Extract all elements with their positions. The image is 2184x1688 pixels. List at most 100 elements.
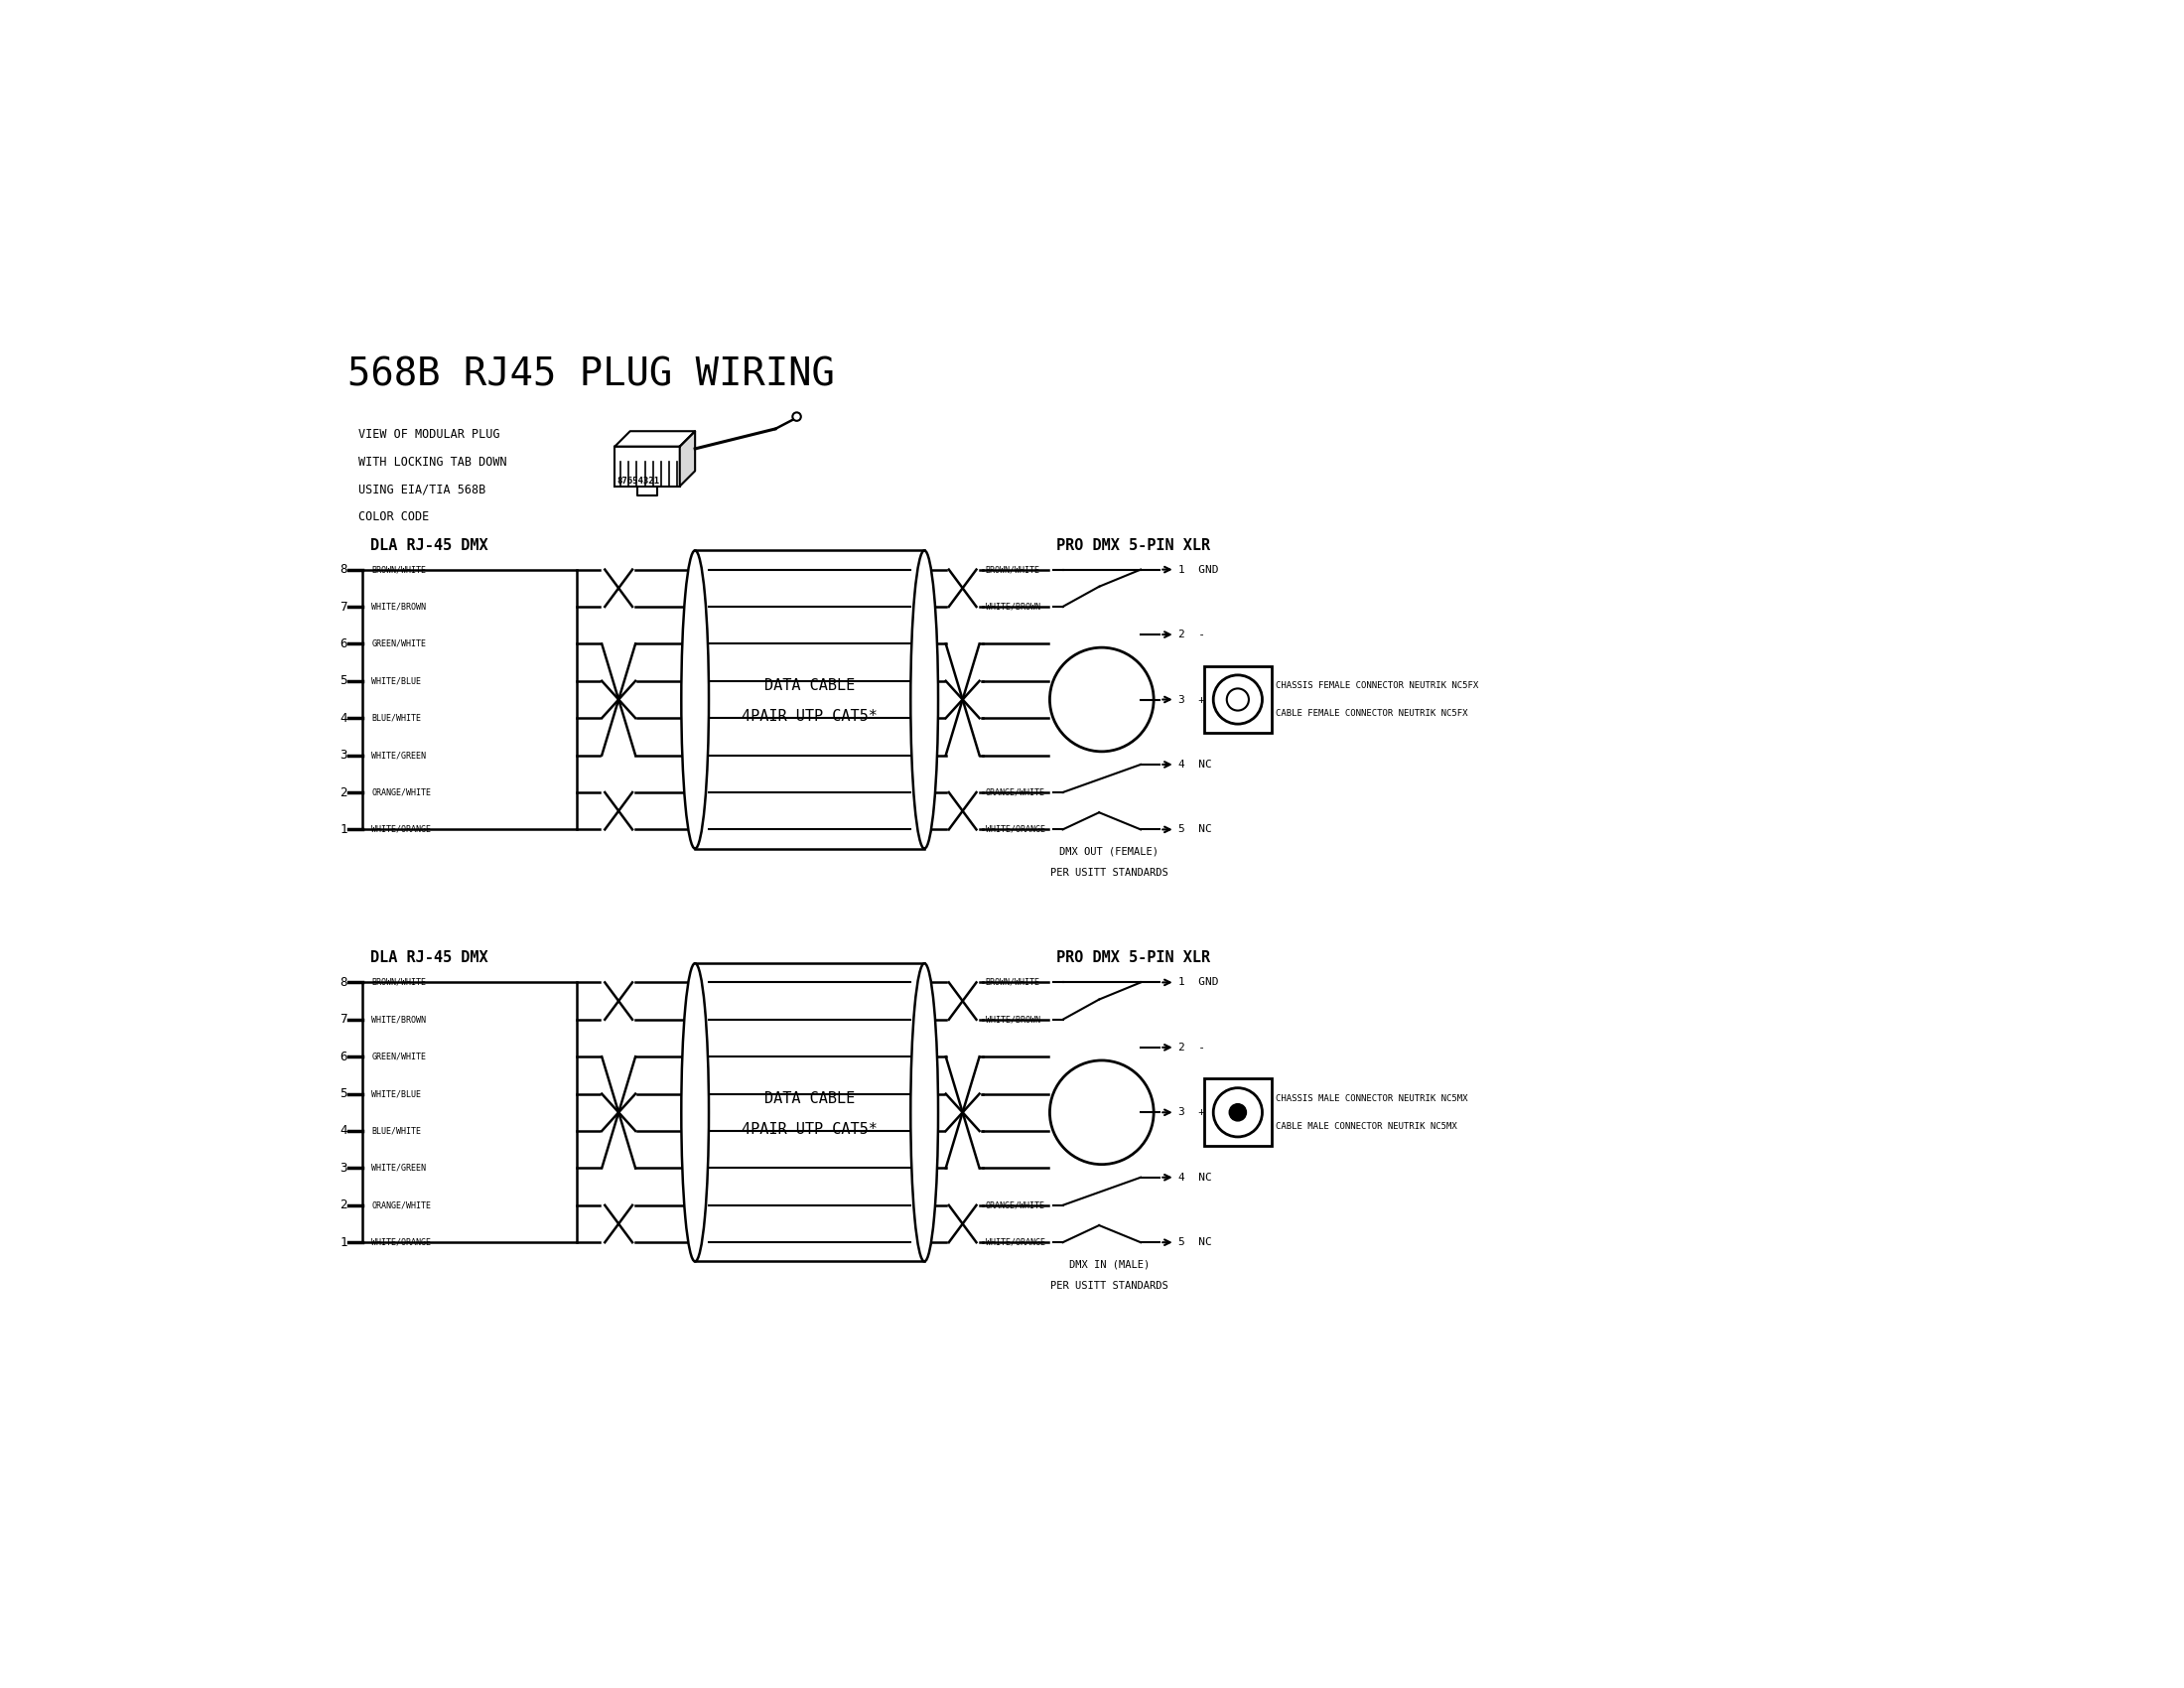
Text: WHITE/ORANGE: WHITE/ORANGE: [371, 825, 430, 834]
Text: CABLE FEMALE CONNECTOR NEUTRIK NC5FX: CABLE FEMALE CONNECTOR NEUTRIK NC5FX: [1275, 709, 1468, 717]
Text: 5  NC: 5 NC: [1177, 1237, 1212, 1247]
Circle shape: [1214, 1089, 1262, 1136]
Text: PER USITT STANDARDS: PER USITT STANDARDS: [1051, 868, 1168, 878]
Text: 1  GND: 1 GND: [1177, 977, 1219, 987]
Text: GREEN/WHITE: GREEN/WHITE: [371, 1052, 426, 1062]
Text: CHASSIS FEMALE CONNECTOR NEUTRIK NC5FX: CHASSIS FEMALE CONNECTOR NEUTRIK NC5FX: [1275, 682, 1479, 690]
Text: 6: 6: [341, 1050, 347, 1063]
Text: 1: 1: [341, 824, 347, 836]
Text: BLUE/WHITE: BLUE/WHITE: [371, 714, 422, 722]
Text: WHITE/BLUE: WHITE/BLUE: [371, 677, 422, 685]
Polygon shape: [948, 790, 976, 832]
Text: 87654321: 87654321: [618, 476, 660, 484]
Circle shape: [1214, 675, 1262, 724]
Text: 7: 7: [341, 601, 347, 613]
Text: USING EIA/TIA 568B: USING EIA/TIA 568B: [358, 483, 487, 496]
Text: WHITE/BROWN: WHITE/BROWN: [985, 603, 1040, 611]
Polygon shape: [605, 1202, 633, 1246]
Text: DMX IN (MALE): DMX IN (MALE): [1068, 1259, 1149, 1269]
Circle shape: [1051, 1060, 1153, 1165]
Text: ORANGE/WHITE: ORANGE/WHITE: [985, 1200, 1046, 1210]
Bar: [616, 446, 679, 486]
Text: BLUE/WHITE: BLUE/WHITE: [371, 1126, 422, 1136]
Text: 568B RJ45 PLUG WIRING: 568B RJ45 PLUG WIRING: [347, 356, 834, 393]
FancyBboxPatch shape: [1203, 1079, 1271, 1146]
Text: COLOR CODE: COLOR CODE: [358, 511, 430, 523]
Text: 2  -: 2 -: [1177, 1043, 1206, 1052]
Text: 5: 5: [341, 675, 347, 687]
Text: 2: 2: [341, 1198, 347, 1212]
Text: 1  GND: 1 GND: [1177, 564, 1219, 574]
Circle shape: [1230, 1104, 1247, 1121]
Text: WHITE/BROWN: WHITE/BROWN: [371, 603, 426, 611]
Ellipse shape: [681, 550, 710, 849]
Polygon shape: [948, 979, 976, 1023]
Circle shape: [1051, 648, 1153, 751]
Text: 3: 3: [341, 749, 347, 761]
Text: 4: 4: [341, 1124, 347, 1138]
Text: 2  -: 2 -: [1177, 630, 1206, 640]
Text: 8: 8: [341, 564, 347, 576]
Polygon shape: [603, 1060, 636, 1165]
Ellipse shape: [911, 550, 939, 849]
Text: 4  NC: 4 NC: [1177, 760, 1212, 770]
Text: PRO DMX 5-PIN XLR: PRO DMX 5-PIN XLR: [1055, 950, 1210, 966]
Text: 4  NC: 4 NC: [1177, 1173, 1212, 1182]
Text: CABLE MALE CONNECTOR NEUTRIK NC5MX: CABLE MALE CONNECTOR NEUTRIK NC5MX: [1275, 1123, 1457, 1131]
Text: ORANGE/WHITE: ORANGE/WHITE: [371, 788, 430, 797]
Text: ORANGE/WHITE: ORANGE/WHITE: [371, 1200, 430, 1210]
Text: 7: 7: [341, 1013, 347, 1026]
Text: 4PAIR UTP CAT5*: 4PAIR UTP CAT5*: [743, 1123, 878, 1136]
Text: DLA RJ-45 DMX: DLA RJ-45 DMX: [371, 950, 487, 966]
Text: DATA CABLE: DATA CABLE: [764, 679, 854, 694]
Text: BROWN/WHITE: BROWN/WHITE: [371, 977, 426, 987]
Text: 3: 3: [341, 1161, 347, 1175]
Text: DLA RJ-45 DMX: DLA RJ-45 DMX: [371, 538, 487, 552]
Polygon shape: [679, 430, 695, 486]
Ellipse shape: [681, 964, 710, 1261]
Bar: [695, 964, 924, 1261]
Text: ORANGE/WHITE: ORANGE/WHITE: [985, 788, 1046, 797]
Ellipse shape: [911, 964, 939, 1261]
Polygon shape: [605, 979, 633, 1023]
Text: 4: 4: [341, 712, 347, 724]
Polygon shape: [948, 1202, 976, 1246]
Text: DATA CABLE: DATA CABLE: [764, 1090, 854, 1106]
Text: 2: 2: [341, 787, 347, 798]
Text: BROWN/WHITE: BROWN/WHITE: [985, 977, 1040, 987]
Text: WITH LOCKING TAB DOWN: WITH LOCKING TAB DOWN: [358, 456, 507, 469]
Bar: [695, 550, 924, 849]
Text: 1: 1: [341, 1236, 347, 1249]
Polygon shape: [946, 1060, 978, 1165]
Bar: [363, 569, 577, 829]
Text: WHITE/BROWN: WHITE/BROWN: [371, 1014, 426, 1025]
Text: WHITE/ORANGE: WHITE/ORANGE: [985, 825, 1046, 834]
Text: 8: 8: [341, 976, 347, 989]
Polygon shape: [616, 430, 695, 446]
Polygon shape: [946, 647, 978, 753]
Text: WHITE/BROWN: WHITE/BROWN: [985, 1014, 1040, 1025]
Polygon shape: [605, 567, 633, 609]
Text: 5: 5: [341, 1087, 347, 1101]
FancyBboxPatch shape: [1203, 665, 1271, 733]
Text: WHITE/GREEN: WHITE/GREEN: [371, 751, 426, 760]
Text: BROWN/WHITE: BROWN/WHITE: [985, 565, 1040, 574]
Circle shape: [1227, 689, 1249, 711]
Text: 3  +: 3 +: [1177, 694, 1206, 704]
Polygon shape: [605, 790, 633, 832]
Text: 4PAIR UTP CAT5*: 4PAIR UTP CAT5*: [743, 709, 878, 724]
Polygon shape: [948, 567, 976, 609]
Text: VIEW OF MODULAR PLUG: VIEW OF MODULAR PLUG: [358, 429, 500, 441]
Text: PRO DMX 5-PIN XLR: PRO DMX 5-PIN XLR: [1055, 538, 1210, 552]
Text: WHITE/ORANGE: WHITE/ORANGE: [371, 1237, 430, 1247]
Text: 5  NC: 5 NC: [1177, 824, 1212, 834]
Text: GREEN/WHITE: GREEN/WHITE: [371, 640, 426, 648]
Polygon shape: [603, 647, 636, 753]
Text: WHITE/BLUE: WHITE/BLUE: [371, 1089, 422, 1099]
Text: BROWN/WHITE: BROWN/WHITE: [371, 565, 426, 574]
Text: DMX OUT (FEMALE): DMX OUT (FEMALE): [1059, 846, 1160, 856]
Text: CHASSIS MALE CONNECTOR NEUTRIK NC5MX: CHASSIS MALE CONNECTOR NEUTRIK NC5MX: [1275, 1094, 1468, 1102]
Text: 6: 6: [341, 638, 347, 650]
Text: PER USITT STANDARDS: PER USITT STANDARDS: [1051, 1281, 1168, 1291]
Text: WHITE/GREEN: WHITE/GREEN: [371, 1163, 426, 1173]
